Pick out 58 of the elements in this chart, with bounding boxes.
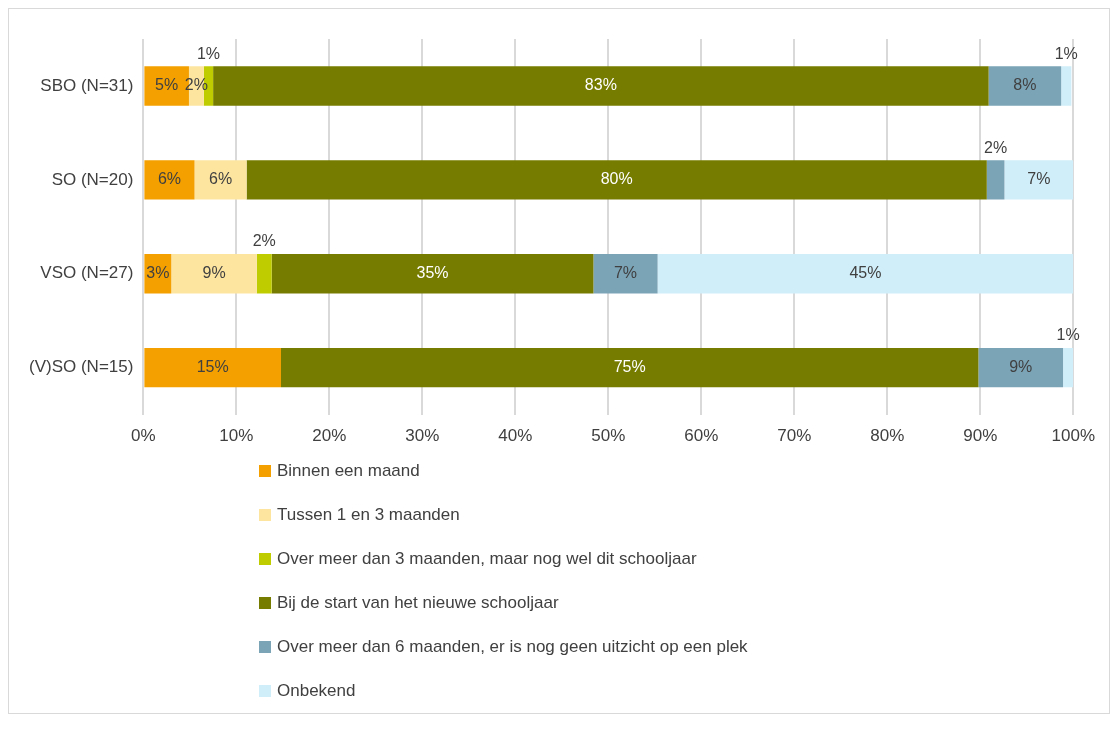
x-tick-label: 100%: [1051, 426, 1095, 446]
bar: [144, 160, 195, 200]
data-label: 80%: [600, 170, 633, 188]
data-label: 1%: [1056, 326, 1080, 344]
bar: [171, 254, 257, 294]
bar: [1061, 66, 1072, 106]
data-label: 75%: [613, 358, 646, 376]
bar: [1004, 160, 1074, 200]
data-label: 1%: [196, 44, 221, 62]
data-label: 9%: [202, 264, 226, 282]
data-label: 9%: [1009, 358, 1033, 376]
legend-label: Over meer dan 6 maanden, er is nog geen uitzicht op een plek: [277, 637, 748, 657]
x-tick-label: 30%: [405, 426, 440, 446]
x-tick-label: 90%: [963, 426, 998, 446]
bar: [194, 160, 247, 200]
bar: [593, 254, 658, 294]
bar: [657, 254, 1074, 294]
bar: [988, 66, 1062, 106]
data-label: 3%: [146, 264, 170, 282]
legend-label: Over meer dan 3 maanden, maar nog wel dit schooljaar: [277, 549, 697, 569]
bar: [271, 254, 594, 294]
y-tick-label: VSO (N=27): [40, 263, 134, 283]
data-label: 8%: [1013, 76, 1037, 94]
data-label: 6%: [209, 170, 233, 188]
bar: [246, 160, 987, 200]
bar: [978, 347, 1064, 388]
bar: [213, 66, 989, 106]
x-tick-label: 40%: [498, 426, 533, 446]
legend-label: Onbekend: [277, 681, 356, 701]
y-tick-label: SBO (N=31): [40, 75, 134, 95]
data-label: 2%: [252, 232, 276, 250]
legend-label: Tussen 1 en 3 maanden: [277, 505, 460, 525]
data-label: 7%: [613, 264, 638, 282]
data-label: 7%: [1027, 170, 1051, 188]
y-tick-label: (V)SO (N=15): [28, 357, 134, 377]
data-label: 1%: [1054, 44, 1078, 62]
data-label: 45%: [849, 264, 882, 282]
x-tick-label: 70%: [777, 426, 812, 446]
x-tick-label: 60%: [684, 426, 719, 446]
data-label: 83%: [584, 76, 617, 94]
data-label: 15%: [196, 358, 229, 376]
x-tick-label: 50%: [591, 426, 626, 446]
x-tick-label: 0%: [131, 426, 156, 446]
x-tick-label: 20%: [312, 426, 347, 446]
bar: [144, 347, 281, 388]
bar: [281, 347, 979, 388]
data-label: 6%: [157, 170, 182, 188]
data-label: 2%: [984, 138, 1008, 156]
bar: [1063, 347, 1074, 388]
x-tick-label: 80%: [870, 426, 905, 446]
legend-label: Binnen een maand: [277, 461, 420, 481]
y-tick-label: SO (N=20): [51, 169, 134, 189]
x-tick-label: 10%: [219, 426, 254, 446]
bar: [986, 160, 1005, 200]
data-label: 5%: [155, 76, 179, 94]
data-label: 35%: [416, 264, 449, 282]
legend-label: Bij de start van het nieuwe schooljaar: [277, 593, 559, 613]
bar: [256, 254, 272, 294]
